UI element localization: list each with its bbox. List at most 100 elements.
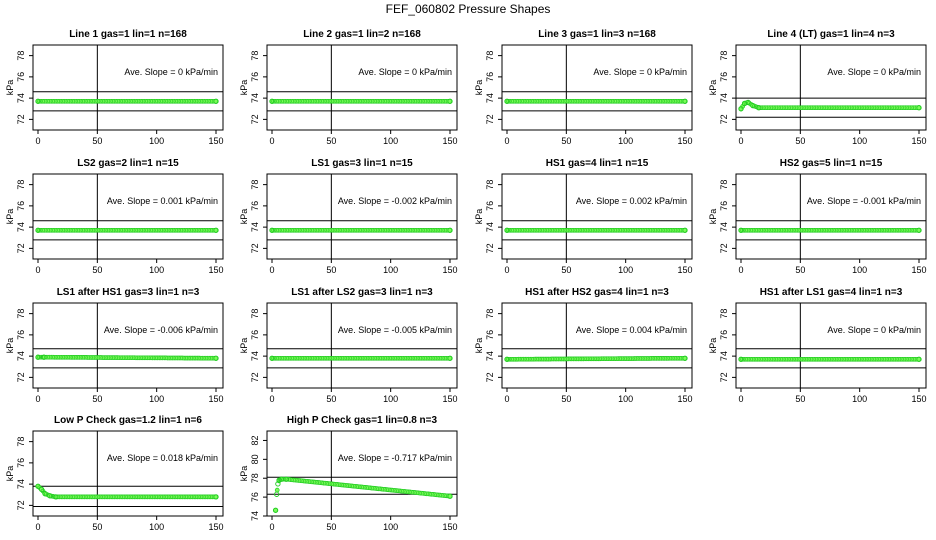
panel-title: High P Check gas=1 lin=0.8 n=3 (287, 415, 438, 426)
data-point (738, 106, 744, 112)
panel-title: LS1 after HS1 gas=3 lin=1 n=3 (57, 287, 200, 298)
y-axis-label: kPa (474, 338, 484, 354)
y-tick-label: 78 (485, 309, 495, 319)
y-tick-label: 74 (16, 351, 26, 361)
plot-frame (501, 173, 693, 260)
x-tick-label: 50 (92, 394, 102, 404)
y-tick-label: 74 (250, 511, 260, 521)
x-tick-label: 100 (618, 136, 633, 146)
y-tick-label: 74 (485, 93, 495, 103)
x-tick-label: 50 (326, 136, 336, 146)
x-tick-label: 0 (35, 265, 40, 275)
panel-title: LS1 after LS2 gas=3 lin=1 n=3 (291, 287, 433, 298)
data-series (35, 227, 219, 233)
data-series (504, 227, 688, 233)
y-tick-label: 76 (16, 330, 26, 340)
y-axis-label: kPa (239, 80, 249, 96)
slope-annotation: Ave. Slope = -0.717 kPa/min (338, 453, 452, 463)
panel-title: HS1 after HS2 gas=4 lin=1 n=3 (525, 287, 669, 298)
x-tick-label: 150 (442, 265, 457, 275)
x-tick-label: 50 (561, 136, 571, 146)
slope-annotation: Ave. Slope = 0 kPa/min (593, 67, 687, 77)
x-tick-label: 0 (504, 394, 509, 404)
panel-title: HS1 gas=4 lin=1 n=15 (546, 158, 649, 169)
y-axis-label: kPa (474, 80, 484, 96)
plot-frame (32, 430, 224, 517)
y-tick-label: 78 (16, 180, 26, 190)
data-point (447, 355, 453, 361)
data-series (269, 227, 453, 233)
slope-annotation: Ave. Slope = -0.005 kPa/min (338, 325, 452, 335)
y-axis-label: kPa (5, 80, 15, 96)
data-point (274, 491, 280, 497)
y-tick-label: 78 (16, 437, 26, 447)
x-tick-label: 100 (149, 522, 164, 532)
y-tick-label: 80 (250, 454, 260, 464)
y-tick-label: 78 (250, 473, 260, 483)
x-tick-label: 0 (269, 136, 274, 146)
figure-title: FEF_060802 Pressure Shapes (385, 2, 551, 16)
data-point (274, 487, 280, 493)
x-tick-label: 0 (738, 136, 743, 146)
data-series (35, 483, 219, 500)
data-point (41, 354, 47, 360)
x-tick-label: 0 (504, 136, 509, 146)
panel-6: LS1 gas=3 lin=1 n=15 72 74 76 78 kPa 0 50 100 150… (239, 158, 458, 275)
y-tick-label: 74 (485, 351, 495, 361)
y-tick-label: 76 (485, 201, 495, 211)
panel-1: Line 1 gas=1 lin=1 n=168 72 74 76 78 kPa 0 50 10… (5, 29, 224, 146)
y-tick-label: 72 (485, 372, 495, 382)
data-series (738, 227, 922, 233)
data-point (35, 483, 41, 489)
x-tick-label: 150 (208, 394, 223, 404)
data-point (272, 507, 279, 513)
panel-12: HS1 after LS1 gas=4 lin=1 n=3 72 74 76 78 kPa… (708, 287, 927, 404)
y-tick-label: 72 (250, 372, 260, 382)
y-tick-label: 74 (250, 93, 260, 103)
panel-5: LS2 gas=2 lin=1 n=15 72 74 76 78 kPa 0 50 100 150… (5, 158, 224, 275)
slope-annotation: Ave. Slope = 0.001 kPa/min (107, 196, 218, 206)
slope-annotation: Ave. Slope = 0 kPa/min (827, 67, 921, 77)
plot-frame (735, 44, 927, 131)
data-point (745, 99, 751, 106)
plot-frame (266, 44, 458, 131)
data-point (741, 100, 748, 107)
x-tick-label: 150 (442, 136, 457, 146)
x-tick-label: 100 (852, 394, 867, 404)
panel-title: Line 2 gas=1 lin=2 n=168 (303, 29, 421, 40)
slope-annotation: Ave. Slope = -0.002 kPa/min (338, 196, 452, 206)
x-tick-label: 50 (92, 136, 102, 146)
data-point (269, 227, 275, 233)
x-tick-label: 0 (738, 394, 743, 404)
y-tick-label: 74 (16, 479, 26, 489)
y-axis-label: kPa (5, 338, 15, 354)
data-point (738, 356, 744, 362)
plot-frame (266, 173, 458, 260)
data-point (38, 486, 45, 493)
data-series (738, 356, 922, 362)
panel-11: HS1 after HS2 gas=4 lin=1 n=3 72 74 76 78 kPa… (474, 287, 693, 404)
panel-10: LS1 after LS2 gas=3 lin=1 n=3 72 74 76 78 kPa… (239, 287, 458, 404)
data-point (213, 355, 219, 361)
x-tick-label: 150 (677, 265, 692, 275)
y-tick-label: 72 (16, 243, 26, 253)
y-tick-label: 72 (719, 372, 729, 382)
panel-title: Line 4 (LT) gas=1 lin=4 n=3 (767, 29, 895, 40)
plot-frame (32, 302, 224, 389)
data-point (447, 493, 453, 499)
slope-annotation: Ave. Slope = -0.001 kPa/min (807, 196, 921, 206)
y-tick-label: 72 (719, 243, 729, 253)
y-tick-label: 78 (250, 180, 260, 190)
x-tick-label: 50 (326, 265, 336, 275)
data-point (447, 227, 453, 233)
y-axis-label: kPa (5, 466, 15, 482)
x-tick-label: 50 (326, 394, 336, 404)
x-tick-label: 50 (92, 522, 102, 532)
data-point (682, 98, 688, 104)
plot-frame (266, 302, 458, 389)
y-tick-label: 72 (250, 243, 260, 253)
y-axis-label: kPa (474, 209, 484, 225)
plot-frame (501, 302, 693, 389)
y-axis-label: kPa (5, 209, 15, 225)
panel-3: Line 3 gas=1 lin=3 n=168 72 74 76 78 kPa 0 50 10… (474, 29, 693, 146)
